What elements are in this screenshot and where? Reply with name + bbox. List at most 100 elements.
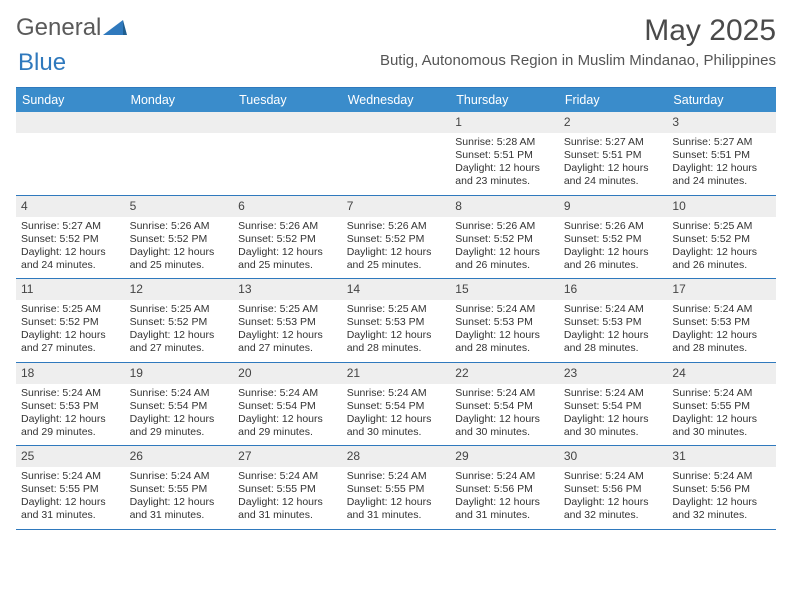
sunrise-line: Sunrise: 5:24 AM	[564, 303, 663, 316]
daylight-line: Daylight: 12 hours and 27 minutes.	[130, 329, 229, 355]
sunset-line: Sunset: 5:51 PM	[564, 149, 663, 162]
logo-triangle-icon	[103, 20, 127, 38]
sunset-line: Sunset: 5:53 PM	[21, 400, 120, 413]
calendar-day: 15Sunrise: 5:24 AMSunset: 5:53 PMDayligh…	[450, 279, 559, 362]
day-number: 19	[125, 363, 234, 384]
sunset-line: Sunset: 5:53 PM	[455, 316, 554, 329]
day-number: 5	[125, 196, 234, 217]
daylight-line: Daylight: 12 hours and 24 minutes.	[672, 162, 771, 188]
calendar-body: 1Sunrise: 5:28 AMSunset: 5:51 PMDaylight…	[16, 112, 776, 530]
sunrise-line: Sunrise: 5:24 AM	[672, 303, 771, 316]
day-header-cell: Sunday	[16, 88, 125, 112]
calendar-day: 13Sunrise: 5:25 AMSunset: 5:53 PMDayligh…	[233, 279, 342, 362]
day-number: 23	[559, 363, 668, 384]
sunrise-line: Sunrise: 5:24 AM	[130, 470, 229, 483]
day-number	[233, 112, 342, 133]
daylight-line: Daylight: 12 hours and 31 minutes.	[130, 496, 229, 522]
calendar-day: 9Sunrise: 5:26 AMSunset: 5:52 PMDaylight…	[559, 196, 668, 279]
sunrise-line: Sunrise: 5:27 AM	[672, 136, 771, 149]
sunset-line: Sunset: 5:55 PM	[672, 400, 771, 413]
daylight-line: Daylight: 12 hours and 28 minutes.	[347, 329, 446, 355]
day-number: 18	[16, 363, 125, 384]
daylight-line: Daylight: 12 hours and 31 minutes.	[455, 496, 554, 522]
calendar-week: 4Sunrise: 5:27 AMSunset: 5:52 PMDaylight…	[16, 196, 776, 280]
sunset-line: Sunset: 5:56 PM	[455, 483, 554, 496]
sunrise-line: Sunrise: 5:26 AM	[130, 220, 229, 233]
sunrise-line: Sunrise: 5:24 AM	[672, 470, 771, 483]
day-number: 28	[342, 446, 451, 467]
sunset-line: Sunset: 5:54 PM	[347, 400, 446, 413]
daylight-line: Daylight: 12 hours and 31 minutes.	[21, 496, 120, 522]
daylight-line: Daylight: 12 hours and 28 minutes.	[564, 329, 663, 355]
sunset-line: Sunset: 5:51 PM	[672, 149, 771, 162]
sunset-line: Sunset: 5:54 PM	[238, 400, 337, 413]
calendar-day: 4Sunrise: 5:27 AMSunset: 5:52 PMDaylight…	[16, 196, 125, 279]
sunrise-line: Sunrise: 5:24 AM	[347, 387, 446, 400]
daylight-line: Daylight: 12 hours and 31 minutes.	[347, 496, 446, 522]
daylight-line: Daylight: 12 hours and 25 minutes.	[130, 246, 229, 272]
calendar-day-empty	[233, 112, 342, 195]
calendar-day: 16 Sunrise: 5:24 AMSunset: 5:53 PMDayligh…	[559, 279, 668, 362]
title-block: May 2025 Butig, Autonomous Region in Mus…	[380, 14, 776, 69]
day-number: 17	[667, 279, 776, 300]
day-number: 16	[559, 279, 668, 300]
day-number: 21	[342, 363, 451, 384]
day-header-cell: Monday	[125, 88, 234, 112]
calendar-day: 7Sunrise: 5:26 AMSunset: 5:52 PMDaylight…	[342, 196, 451, 279]
day-number	[342, 112, 451, 133]
sunset-line: Sunset: 5:53 PM	[672, 316, 771, 329]
day-number: 11	[16, 279, 125, 300]
sunset-line: Sunset: 5:52 PM	[130, 233, 229, 246]
sunrise-line: Sunrise: 5:24 AM	[21, 470, 120, 483]
sunset-line: Sunset: 5:52 PM	[347, 233, 446, 246]
daylight-line: Daylight: 12 hours and 26 minutes.	[564, 246, 663, 272]
calendar-day: 20Sunrise: 5:24 AMSunset: 5:54 PMDayligh…	[233, 363, 342, 446]
daylight-line: Daylight: 12 hours and 29 minutes.	[238, 413, 337, 439]
sunset-line: Sunset: 5:56 PM	[564, 483, 663, 496]
day-number: 24	[667, 363, 776, 384]
day-header-cell: Thursday	[450, 88, 559, 112]
day-number: 31	[667, 446, 776, 467]
sunrise-line: Sunrise: 5:24 AM	[564, 470, 663, 483]
sunset-line: Sunset: 5:52 PM	[130, 316, 229, 329]
sunset-line: Sunset: 5:52 PM	[238, 233, 337, 246]
day-number: 4	[16, 196, 125, 217]
sunset-line: Sunset: 5:52 PM	[455, 233, 554, 246]
daylight-line: Daylight: 12 hours and 30 minutes.	[455, 413, 554, 439]
daylight-line: Daylight: 12 hours and 24 minutes.	[21, 246, 120, 272]
page-title: May 2025	[380, 14, 776, 48]
sunrise-line: Sunrise: 5:27 AM	[564, 136, 663, 149]
sunset-line: Sunset: 5:52 PM	[21, 233, 120, 246]
daylight-line: Daylight: 12 hours and 29 minutes.	[130, 413, 229, 439]
day-number: 25	[16, 446, 125, 467]
calendar-day: 25Sunrise: 5:24 AMSunset: 5:55 PMDayligh…	[16, 446, 125, 529]
day-number: 15	[450, 279, 559, 300]
day-number: 8	[450, 196, 559, 217]
calendar-day: 29Sunrise: 5:24 AMSunset: 5:56 PMDayligh…	[450, 446, 559, 529]
sunrise-line: Sunrise: 5:25 AM	[130, 303, 229, 316]
calendar-week: 1Sunrise: 5:28 AMSunset: 5:51 PMDaylight…	[16, 112, 776, 196]
day-number: 14	[342, 279, 451, 300]
sunrise-line: Sunrise: 5:26 AM	[347, 220, 446, 233]
day-number: 30	[559, 446, 668, 467]
sunset-line: Sunset: 5:55 PM	[238, 483, 337, 496]
daylight-line: Daylight: 12 hours and 23 minutes.	[455, 162, 554, 188]
day-number	[125, 112, 234, 133]
calendar-week: 18Sunrise: 5:24 AMSunset: 5:53 PMDayligh…	[16, 363, 776, 447]
sunrise-line: Sunrise: 5:26 AM	[238, 220, 337, 233]
calendar-day: 19Sunrise: 5:24 AMSunset: 5:54 PMDayligh…	[125, 363, 234, 446]
sunset-line: Sunset: 5:53 PM	[564, 316, 663, 329]
day-header-cell: Tuesday	[233, 88, 342, 112]
day-header-cell: Wednesday	[342, 88, 451, 112]
sunrise-line: Sunrise: 5:24 AM	[455, 303, 554, 316]
calendar-day: 18Sunrise: 5:24 AMSunset: 5:53 PMDayligh…	[16, 363, 125, 446]
day-number: 3	[667, 112, 776, 133]
daylight-line: Daylight: 12 hours and 26 minutes.	[455, 246, 554, 272]
calendar-day: 12Sunrise: 5:25 AMSunset: 5:52 PMDayligh…	[125, 279, 234, 362]
sunrise-line: Sunrise: 5:24 AM	[21, 387, 120, 400]
logo: General	[16, 14, 129, 42]
day-number: 9	[559, 196, 668, 217]
sunset-line: Sunset: 5:51 PM	[455, 149, 554, 162]
daylight-line: Daylight: 12 hours and 30 minutes.	[672, 413, 771, 439]
sunrise-line: Sunrise: 5:24 AM	[130, 387, 229, 400]
